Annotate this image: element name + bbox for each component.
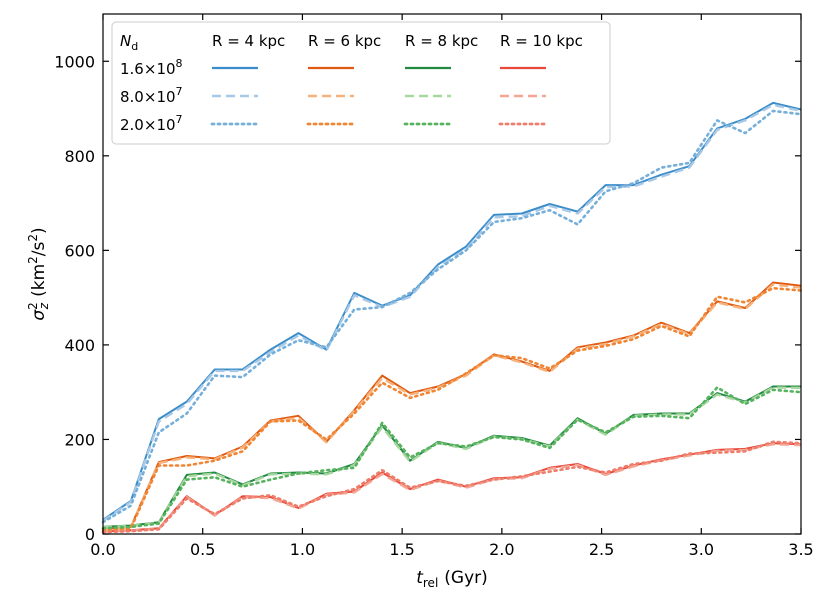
legend-row-1-exp: 8 [176, 57, 183, 70]
legend-col-r6: R = 6 kpc [308, 32, 381, 50]
x-axis-label-sub: rel [423, 576, 438, 590]
x-tick-label: 3.5 [788, 540, 813, 559]
y-axis-label-sup: 2 [26, 302, 40, 310]
series-line-r8-dotted: R = 8 kpc, 2.0×10^7 [101, 386, 803, 530]
legend-row-2: 8.0×107 [120, 85, 183, 106]
series-line-r6-dotted: R = 6 kpc, 2.0×10^7 [101, 286, 803, 532]
x-tick-label: 1.5 [389, 540, 414, 559]
x-tick-label: 3.0 [689, 540, 714, 559]
y-axis-label-main: σ [29, 309, 49, 321]
legend-row-3-mant: 2.0 [120, 116, 144, 134]
tick-layer: 0.0 0.5 1.0 1.5 2.0 2.5 3.0 3.5 0 200 400 600 800 100… [54, 14, 814, 559]
y-tick-label: 0 [85, 525, 95, 544]
legend-row-3-exp: 7 [176, 113, 183, 126]
legend-swatches [210, 66, 548, 126]
y-axis-unit-sup: 2 [26, 256, 40, 264]
y-tick-label: 600 [64, 241, 95, 260]
x-tick-label: 0.0 [90, 540, 115, 559]
series-layer: R = 4 kpc, 1.6×10^8R = 6 kpc, 1.6×10^8R … [101, 101, 803, 534]
y-axis-unit-end: ) [29, 227, 49, 234]
x-axis-label: trel (Gyr) [416, 568, 488, 590]
legend: Nd R = 4 kpc R = 6 kpc R = 8 kpc R = 10 … [111, 21, 611, 145]
legend-col-r10: R = 10 kpc [500, 32, 583, 50]
y-tick-label: 800 [64, 147, 95, 166]
series-line-r4-dotted: R = 4 kpc, 2.0×10^7 [101, 109, 803, 524]
series-line-r10-dotted: R = 10 kpc, 2.0×10^7 [101, 440, 803, 534]
y-axis-unit-pre: (km [29, 264, 49, 297]
legend-nd-header: Nd [120, 32, 138, 53]
legend-col-r8: R = 8 kpc [405, 32, 478, 50]
x-tick-label: 1.0 [290, 540, 315, 559]
legend-row-2-times: × [144, 88, 157, 106]
plot-frame [102, 13, 802, 535]
y-tick-label: 1000 [54, 52, 95, 71]
legend-row-1: 1.6×108 [120, 57, 183, 78]
legend-nd-header-sub: d [131, 40, 138, 53]
x-axis-label-main: t [416, 568, 424, 588]
legend-row-3-base: 10 [156, 116, 175, 134]
x-tick-label: 0.5 [190, 540, 215, 559]
y-axis-label-sub: z [37, 302, 51, 310]
legend-row-2-mant: 8.0 [120, 88, 144, 106]
legend-nd-header-main: N [120, 32, 131, 50]
x-axis-label-unit: (Gyr) [444, 568, 488, 588]
x-tick-label: 2.5 [589, 540, 614, 559]
legend-row-2-exp: 7 [176, 85, 183, 98]
series-line-r4-dashed: R = 4 kpc, 8.0×10^7 [102, 103, 802, 522]
y-axis-label: σ2z(km2/s2) [26, 227, 51, 320]
series-line-r10-dashed: R = 10 kpc, 8.0×10^7 [102, 443, 802, 533]
legend-frame [111, 21, 611, 145]
legend-row-2-base: 10 [156, 88, 175, 106]
y-tick-label: 200 [64, 430, 95, 449]
series-line-r4-solid: R = 4 kpc, 1.6×10^8 [102, 101, 802, 521]
y-axis-unit-sup2: 2 [26, 234, 40, 242]
y-tick-label: 400 [64, 336, 95, 355]
y-axis-unit-post: /s [29, 241, 49, 256]
legend-row-1-base: 10 [156, 60, 175, 78]
legend-row-3-times: × [144, 116, 157, 134]
legend-row-3: 2.0×107 [120, 113, 183, 134]
legend-row-1-times: × [144, 60, 157, 78]
series-line-r6-dashed: R = 6 kpc, 8.0×10^7 [102, 283, 802, 531]
legend-row-1-mant: 1.6 [120, 60, 144, 78]
legend-col-r4: R = 4 kpc [212, 32, 285, 50]
x-tick-label: 2.0 [489, 540, 514, 559]
